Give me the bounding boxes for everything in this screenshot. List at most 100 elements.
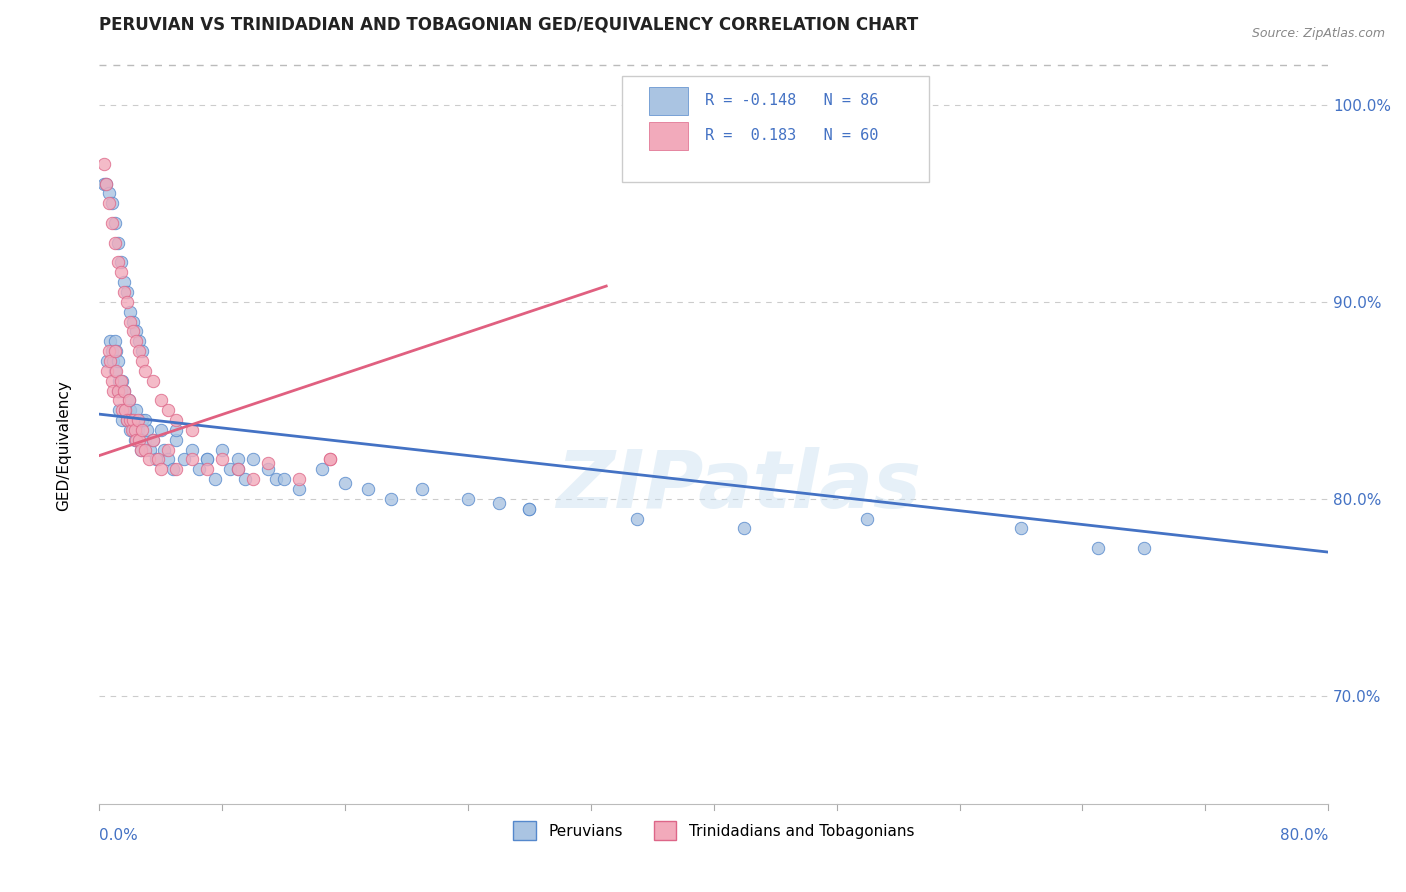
FancyBboxPatch shape	[648, 121, 688, 151]
Legend: Peruvians, Trinidadians and Tobagonians: Peruvians, Trinidadians and Tobagonians	[508, 815, 921, 846]
Point	[97, 344, 120, 359]
Point	[1087, 541, 1109, 556]
Point	[519, 501, 541, 516]
Point	[107, 384, 129, 398]
Point	[124, 423, 146, 437]
Text: 0.0%: 0.0%	[100, 828, 138, 843]
Point	[136, 423, 159, 437]
Point	[117, 393, 139, 408]
Text: Source: ZipAtlas.com: Source: ZipAtlas.com	[1251, 27, 1385, 40]
Point	[100, 344, 122, 359]
Point	[188, 462, 211, 476]
Point	[105, 344, 128, 359]
Point	[104, 216, 127, 230]
Point	[104, 334, 127, 349]
Point	[100, 216, 122, 230]
Point	[97, 186, 120, 201]
Text: GED/Equivalency: GED/Equivalency	[56, 381, 70, 511]
Point	[138, 452, 160, 467]
Point	[131, 413, 153, 427]
Point	[195, 462, 218, 476]
Point	[195, 452, 218, 467]
Point	[104, 364, 127, 378]
Point	[115, 294, 138, 309]
Point	[128, 433, 150, 447]
Point	[107, 354, 129, 368]
Point	[103, 384, 125, 398]
Point	[264, 472, 287, 486]
Point	[110, 384, 132, 398]
Point	[149, 462, 172, 476]
Point	[94, 177, 117, 191]
Point	[319, 452, 342, 467]
Point	[129, 442, 152, 457]
Point	[131, 344, 153, 359]
Point	[110, 374, 132, 388]
Point	[112, 384, 135, 398]
Point	[125, 334, 148, 349]
Point	[149, 423, 172, 437]
Point	[112, 384, 135, 398]
Point	[242, 452, 264, 467]
Point	[111, 374, 134, 388]
Point	[122, 413, 145, 427]
Point	[157, 452, 180, 467]
Point	[115, 413, 138, 427]
Point	[357, 482, 380, 496]
FancyBboxPatch shape	[621, 76, 929, 182]
Point	[122, 423, 145, 437]
Point	[121, 423, 143, 437]
Point	[93, 157, 115, 171]
Point	[139, 442, 162, 457]
FancyBboxPatch shape	[648, 87, 688, 115]
Point	[226, 452, 249, 467]
Point	[142, 433, 165, 447]
Point	[165, 462, 187, 476]
Point	[134, 364, 156, 378]
Text: R =  0.183   N = 60: R = 0.183 N = 60	[706, 128, 879, 143]
Point	[97, 196, 120, 211]
Point	[94, 177, 117, 191]
Point	[122, 325, 145, 339]
Point	[626, 511, 648, 525]
Point	[311, 462, 333, 476]
Point	[128, 334, 150, 349]
Text: 80.0%: 80.0%	[1279, 828, 1329, 843]
Point	[257, 457, 280, 471]
Point	[180, 442, 202, 457]
Point	[107, 384, 129, 398]
Point	[104, 235, 127, 250]
Point	[108, 403, 131, 417]
Point	[120, 314, 142, 328]
Point	[165, 413, 187, 427]
Point	[111, 413, 134, 427]
Point	[145, 452, 167, 467]
Point	[115, 413, 138, 427]
Point	[519, 501, 541, 516]
Point	[105, 364, 128, 378]
Point	[108, 374, 131, 388]
Point	[125, 403, 148, 417]
Point	[120, 413, 142, 427]
Point	[104, 344, 127, 359]
Point	[115, 285, 138, 299]
Point	[288, 472, 311, 486]
Point	[114, 403, 136, 417]
Point	[103, 354, 125, 368]
Point	[856, 511, 879, 525]
Point	[134, 442, 156, 457]
Point	[180, 423, 202, 437]
Point	[149, 393, 172, 408]
Point	[120, 304, 142, 318]
Point	[333, 476, 356, 491]
Point	[165, 433, 187, 447]
Point	[93, 177, 115, 191]
Point	[129, 442, 152, 457]
Point	[127, 413, 149, 427]
Point	[108, 393, 131, 408]
Point	[457, 491, 479, 506]
Point	[180, 452, 202, 467]
Point	[98, 334, 121, 349]
Point	[233, 472, 256, 486]
Point	[226, 462, 249, 476]
